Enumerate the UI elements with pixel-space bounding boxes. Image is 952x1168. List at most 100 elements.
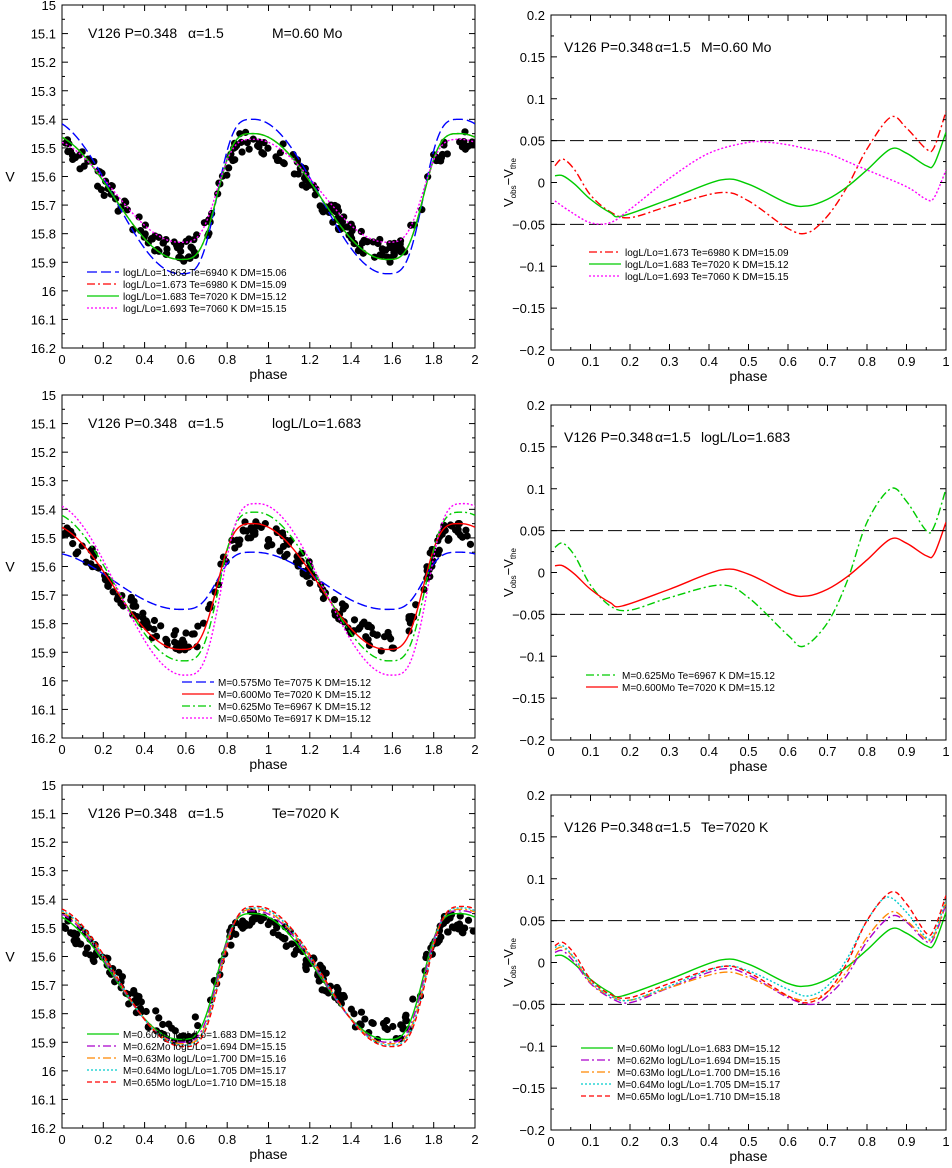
panel-alpha-label: α=1.5 (655, 39, 691, 55)
legend-label: M=0.650Mo Te=6917 K DM=15.12 (218, 714, 371, 725)
y-tick-label: 15.1 (31, 807, 56, 822)
observed-point (462, 526, 470, 534)
residual-curve-2 (554, 522, 946, 608)
y-tick-label: 0.2 (527, 788, 545, 803)
y-tick-label: 15.3 (31, 84, 56, 99)
observed-point (152, 1007, 160, 1015)
observed-point (279, 532, 287, 540)
residual-curve-2 (554, 903, 946, 1006)
legend-label: logL/Lo=1.693 Te=7060 K DM=15.15 (625, 272, 789, 283)
observed-point (177, 247, 185, 255)
x-tick-label: 0 (58, 742, 65, 757)
legend-label: logL/Lo=1.663 Te=6940 K DM=15.06 (123, 268, 287, 279)
y-tick-label: 15.8 (31, 617, 56, 632)
legend-label: logL/Lo=1.683 Te=7020 K DM=15.12 (625, 260, 789, 271)
observed-point (168, 1024, 176, 1032)
x-tick-label: 0.7 (818, 744, 836, 759)
observed-point (67, 527, 75, 536)
x-tick-label: 1.2 (301, 352, 319, 367)
x-tick-label: 0 (547, 744, 554, 759)
observed-point (456, 138, 464, 146)
x-axis-label: phase (729, 1148, 767, 1164)
y-tick-label: 15.8 (31, 227, 56, 242)
residual-curve-1 (554, 111, 946, 235)
panel-3: 0 0.2 0.4 0.6 0.8 1 1.2 1.4 1.6 1.8 2 phase 15 15.1 15… (5, 388, 478, 772)
y-tick-label: 0 (538, 176, 545, 191)
observed-point (341, 602, 350, 610)
observed-point (239, 526, 247, 534)
observed-point (142, 1007, 150, 1016)
observed-point (278, 933, 286, 942)
observed-point (157, 622, 165, 630)
observed-point (438, 150, 447, 159)
y-tick-label: 15.9 (31, 645, 56, 660)
legend: logL/Lo=1.663 Te=6940 K DM=15.06logL/Lo=… (87, 268, 287, 315)
y-tick-label: 15.1 (31, 417, 56, 432)
x-tick-label: 1.8 (425, 352, 443, 367)
observed-point (469, 927, 475, 935)
legend: M=0.60Mo logL/Lo=1.683 DM=15.12M=0.62Mo … (87, 1030, 287, 1089)
observed-point (437, 933, 445, 941)
x-tick-label: 0.3 (660, 354, 678, 369)
observed-point (62, 922, 67, 930)
y-axis-label: Vobs−Vthe (501, 937, 518, 987)
x-tick-label: 0.5 (739, 1134, 757, 1149)
observed-point (451, 526, 460, 534)
panel-subtitle: Te=7020 K (701, 819, 769, 835)
observed-point (182, 237, 190, 245)
observed-point (90, 957, 98, 966)
observed-point (402, 1017, 411, 1025)
observed-point (109, 588, 117, 596)
model-curve-3 (62, 132, 475, 261)
panel-subtitle: logL/Lo=1.683 (701, 429, 790, 445)
x-tick-label: 1.8 (425, 1132, 443, 1147)
plot-area (551, 487, 946, 648)
observed-point (73, 930, 81, 938)
observed-point (137, 998, 145, 1006)
observed-point (100, 191, 108, 200)
x-tick-label: 0.5 (739, 354, 757, 369)
panel-2: 0 0.1 0.2 0.3 0.4 0.5 0.6 0.7 0.8 0.9 1 phase 0.2 0.1… (501, 8, 950, 384)
legend-label: M=0.600Mo Te=7020 K DM=15.12 (218, 690, 371, 701)
observed-point (444, 928, 452, 936)
y-tick-label: 15.9 (31, 1035, 56, 1050)
observed-point (130, 986, 138, 995)
y-tick-label: 16.1 (31, 702, 56, 717)
legend-label: M=0.65Mo logL/Lo=1.710 DM=15.18 (123, 1078, 287, 1089)
observed-point (397, 1021, 405, 1029)
x-tick-label: 0.8 (858, 744, 876, 759)
x-axis-label: phase (249, 756, 287, 772)
x-tick-label: 1.8 (425, 742, 443, 757)
observed-point (281, 552, 289, 561)
observed-point (387, 635, 395, 643)
observed-point (268, 541, 276, 549)
observed-point (162, 635, 170, 643)
y-tick-label: 15.3 (31, 864, 56, 879)
observed-point (155, 1014, 163, 1022)
observed-point (194, 622, 202, 630)
observed-point (361, 1015, 369, 1023)
observed-point (461, 924, 469, 932)
observed-point (171, 638, 179, 646)
panel-subtitle: M=0.60 Mo (272, 25, 343, 41)
y-tick-label: 0.2 (527, 398, 545, 413)
observed-point (243, 138, 251, 147)
y-axis-label: V (5, 949, 15, 965)
legend-label: logL/Lo=1.673 Te=6980 K DM=15.09 (123, 280, 287, 291)
observed-point (177, 254, 185, 262)
observed-point (159, 239, 167, 247)
observed-point (147, 235, 156, 243)
y-tick-label: 16.2 (31, 1121, 56, 1136)
observed-point (244, 534, 252, 542)
x-tick-label: 0.6 (177, 352, 195, 367)
x-tick-label: 0.8 (218, 742, 236, 757)
plot-area (62, 502, 475, 676)
observed-point (464, 916, 473, 924)
model-curve-1 (62, 551, 475, 611)
legend-label: M=0.575Mo Te=7075 K DM=15.12 (218, 678, 371, 689)
observed-point (138, 620, 146, 628)
x-tick-label: 1.2 (301, 1132, 319, 1147)
panel-alpha-label: α=1.5 (655, 819, 691, 835)
y-tick-label: 0 (538, 956, 545, 971)
observed-point (188, 244, 197, 253)
